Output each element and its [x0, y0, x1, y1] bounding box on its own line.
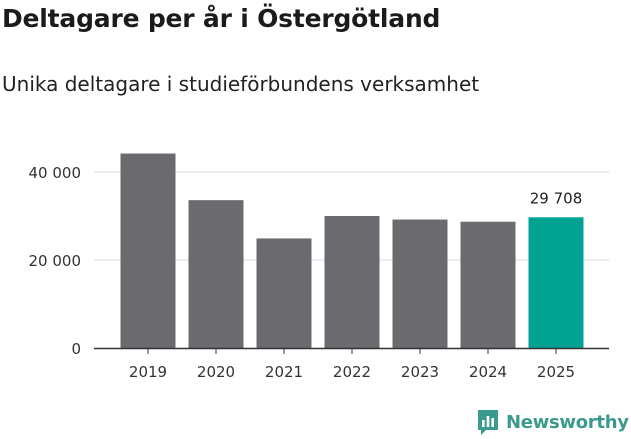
newsworthy-icon	[478, 410, 498, 435]
brand-name: Newsworthy	[506, 411, 629, 433]
bar	[460, 221, 516, 348]
y-tick-label: 20 000	[29, 252, 82, 270]
data-label: 29 708	[530, 189, 583, 207]
chart-title: Deltagare per år i Östergötland	[2, 4, 441, 33]
x-tick-label: 2020	[197, 363, 235, 381]
x-tick-label: 2022	[333, 363, 371, 381]
chart-subtitle: Unika deltagare i studieförbundens verks…	[2, 72, 480, 96]
bar-chart: 0 20 000 40 000 2019 2020 2021 2022 2023 2024 202…	[29, 153, 609, 381]
bar	[120, 153, 176, 348]
newsworthy-logo: Newsworthy	[476, 407, 629, 437]
y-tick-label: 40 000	[29, 164, 82, 182]
x-tick-label: 2025	[537, 363, 575, 381]
bar	[324, 216, 380, 348]
bar	[528, 217, 584, 348]
bar	[188, 200, 244, 348]
x-tick-label: 2019	[129, 363, 167, 381]
x-tick-label: 2024	[469, 363, 507, 381]
x-tick-label: 2021	[265, 363, 303, 381]
bar	[392, 219, 448, 348]
x-tick-label: 2023	[401, 363, 439, 381]
bar	[256, 238, 312, 348]
y-tick-label: 0	[71, 340, 81, 358]
